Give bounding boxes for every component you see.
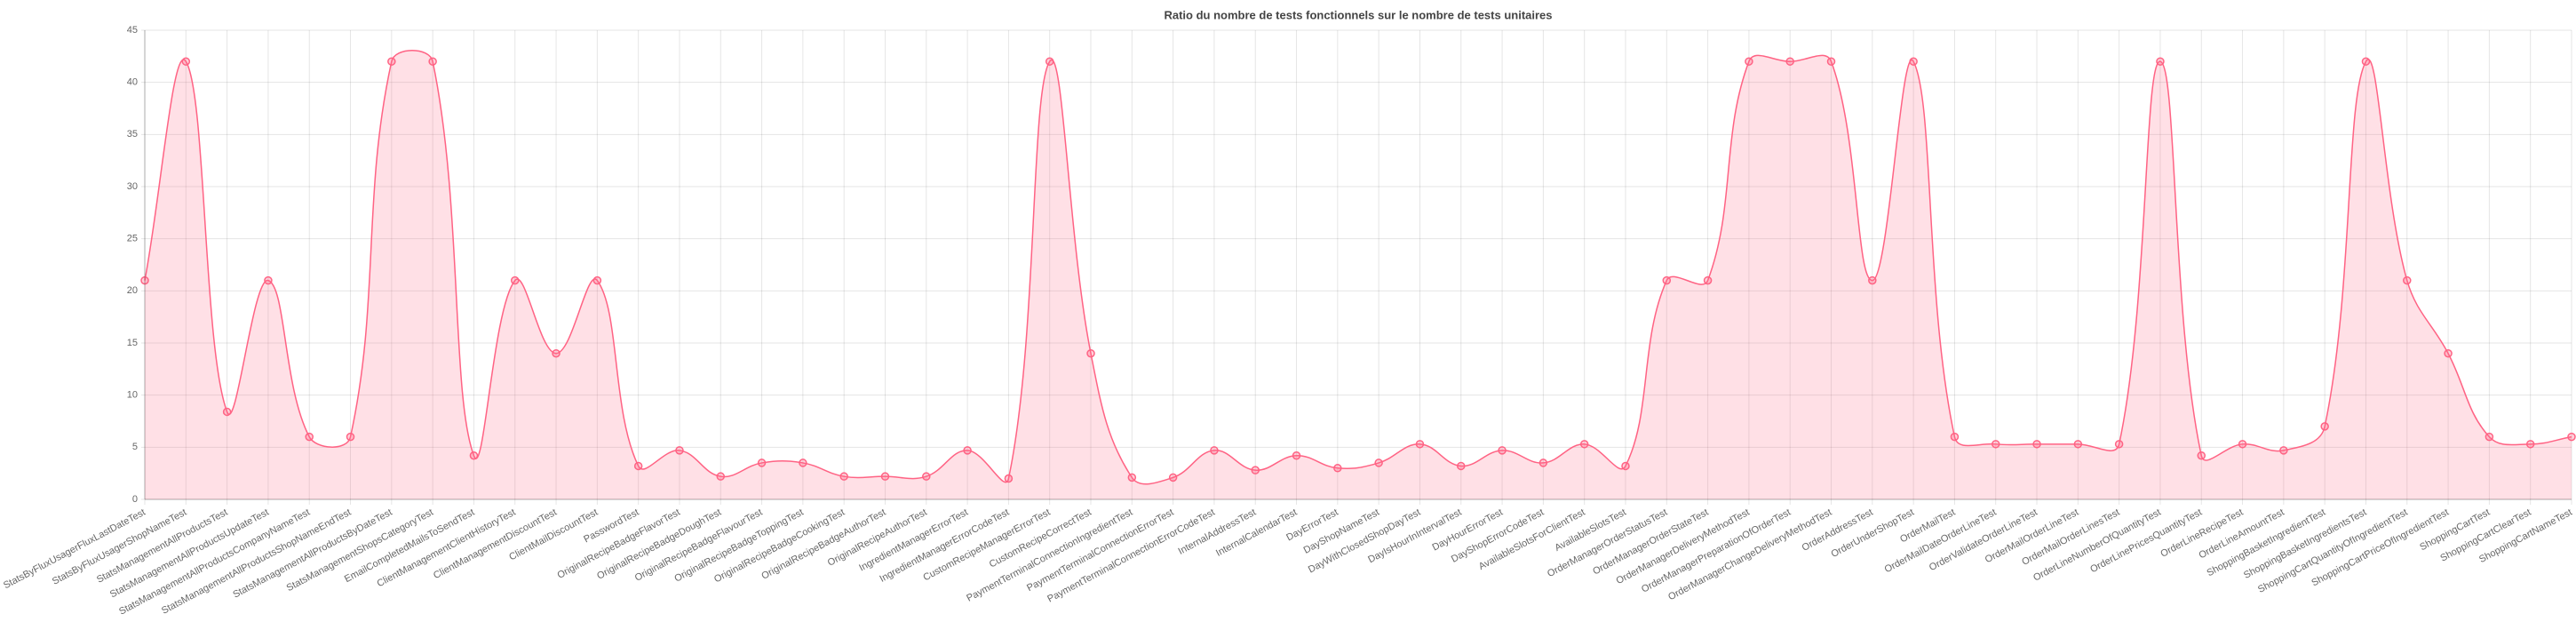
point <box>1251 466 1260 474</box>
point <box>1004 474 1014 483</box>
point <box>2114 440 2124 449</box>
point <box>469 451 479 460</box>
y-tick-label: 10 <box>127 390 138 401</box>
point <box>1579 440 1589 449</box>
point <box>1785 57 1794 66</box>
point <box>1127 473 1137 482</box>
y-tick-label: 20 <box>127 285 138 296</box>
point <box>222 407 232 417</box>
point <box>1826 57 1836 66</box>
point <box>716 472 726 481</box>
point <box>387 57 396 66</box>
point <box>2032 440 2041 449</box>
point <box>1950 432 1960 442</box>
point <box>922 472 931 481</box>
point <box>799 459 807 467</box>
point <box>346 432 355 442</box>
y-tick-label: 30 <box>127 181 138 192</box>
point <box>1538 459 1548 467</box>
point <box>1086 348 1095 358</box>
y-tick-label: 35 <box>127 129 138 140</box>
y-tick-label: 25 <box>127 234 138 244</box>
point <box>1868 275 1877 285</box>
point <box>1662 275 1672 285</box>
point <box>264 275 273 285</box>
point <box>2403 275 2412 285</box>
point <box>675 446 684 455</box>
point <box>1415 440 1425 449</box>
point <box>592 275 602 285</box>
point <box>633 461 643 471</box>
point <box>1703 275 1713 285</box>
point <box>181 57 191 66</box>
point <box>2361 57 2371 66</box>
point <box>2156 57 2165 66</box>
line <box>144 50 2572 485</box>
point <box>1909 57 1918 66</box>
point <box>2320 422 2329 431</box>
point <box>1333 464 1342 473</box>
point <box>1991 440 2000 449</box>
point <box>1210 446 1219 455</box>
y-tick-label: 40 <box>127 77 138 88</box>
y-tick-label: 45 <box>127 25 138 36</box>
point <box>1292 451 1301 460</box>
point <box>2279 446 2288 455</box>
y-tick-label: 5 <box>132 442 138 452</box>
point <box>2444 348 2453 358</box>
point <box>305 432 314 442</box>
point <box>1457 461 1466 471</box>
chart-title: Ratio du nombre de tests fonctionnels su… <box>1164 8 1552 21</box>
point <box>757 459 767 467</box>
point <box>428 57 437 66</box>
point <box>552 348 561 358</box>
point <box>2073 440 2083 449</box>
point <box>963 446 972 455</box>
point <box>2485 432 2494 442</box>
point <box>2197 451 2206 460</box>
point <box>880 472 890 481</box>
y-tick-label: 0 <box>132 494 138 505</box>
point <box>2238 440 2247 449</box>
point <box>1745 57 1753 66</box>
point <box>1045 57 1054 66</box>
point <box>2567 432 2576 442</box>
point <box>839 472 848 481</box>
point <box>1374 459 1383 467</box>
point <box>2525 440 2535 449</box>
area <box>145 50 2572 500</box>
point <box>140 275 149 285</box>
point <box>1498 446 1507 455</box>
point <box>510 275 520 285</box>
point <box>1621 461 1630 471</box>
y-tick-label: 15 <box>127 338 138 348</box>
point <box>1168 473 1178 482</box>
